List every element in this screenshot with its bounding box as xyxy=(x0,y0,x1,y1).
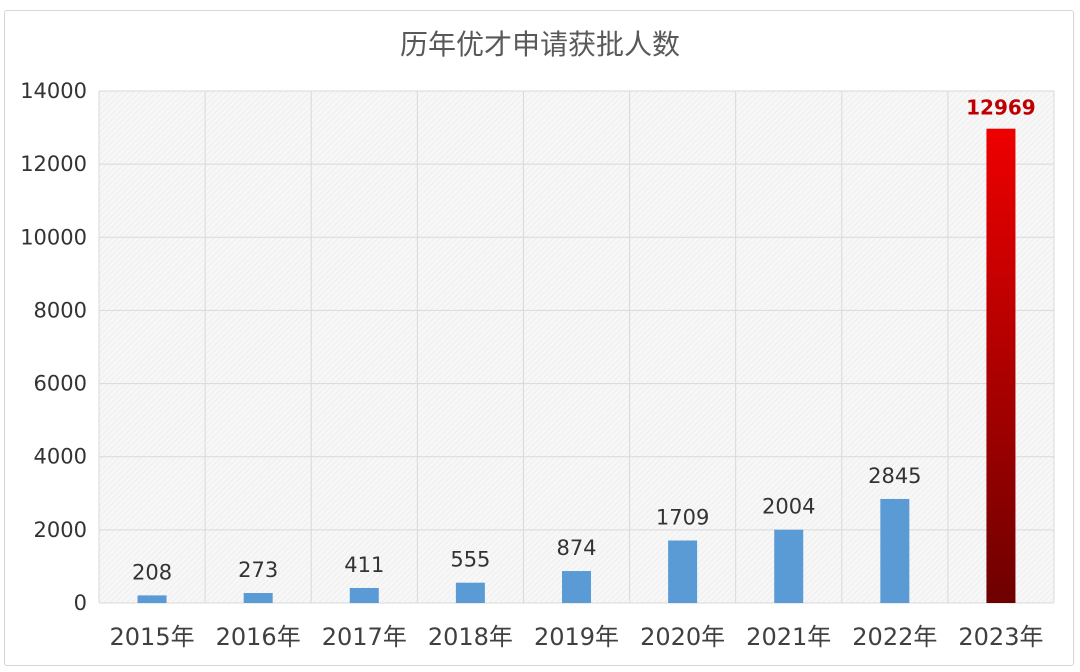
y-tick-label: 8000 xyxy=(34,298,87,322)
data-label: 555 xyxy=(450,548,490,572)
y-tick-label: 12000 xyxy=(20,152,87,176)
x-tick-label: 2021年 xyxy=(746,623,831,651)
x-tick-label: 2018年 xyxy=(428,623,513,651)
bar-chart: 历年优才申请获批人数 0 2000 4000 6000 8000 10000 12000 14… xyxy=(20,28,1055,651)
y-tick-label: 2000 xyxy=(34,518,87,542)
y-axis: 0 2000 4000 6000 8000 10000 12000 14000 xyxy=(20,79,87,615)
data-label: 2004 xyxy=(762,495,815,519)
x-tick-label: 2015年 xyxy=(110,623,195,651)
data-labels: 208 273 411 555 874 1709 2004 2845 12969 xyxy=(132,96,1036,585)
bar xyxy=(349,587,379,603)
bar xyxy=(880,498,910,603)
bar xyxy=(455,582,485,603)
data-label: 208 xyxy=(132,560,172,584)
data-label: 2845 xyxy=(868,464,921,488)
x-tick-label: 2016年 xyxy=(216,623,301,651)
bar-series xyxy=(137,128,1016,603)
data-label: 874 xyxy=(556,536,596,560)
chart-frame: 历年优才申请获批人数 0 2000 4000 6000 8000 10000 12000 14… xyxy=(4,10,1074,666)
bar xyxy=(243,593,273,603)
x-axis: 2015年 2016年 2017年 2018年 2019年 2020年 2021年 2022年… xyxy=(110,623,1044,651)
chart-title: 历年优才申请获批人数 xyxy=(400,28,680,61)
y-tick-label: 4000 xyxy=(34,445,87,469)
x-tick-label: 2017年 xyxy=(322,623,407,651)
bar xyxy=(562,571,591,603)
y-tick-label: 0 xyxy=(74,591,87,615)
y-tick-label: 14000 xyxy=(20,79,87,103)
y-tick-label: 6000 xyxy=(34,372,87,396)
data-label: 273 xyxy=(238,558,278,582)
x-tick-label: 2022年 xyxy=(852,623,937,651)
data-label: 1709 xyxy=(656,505,709,529)
gridlines xyxy=(98,90,1055,604)
x-tick-label: 2023年 xyxy=(958,623,1043,651)
y-tick-label: 10000 xyxy=(20,225,87,249)
data-label: 411 xyxy=(344,553,384,577)
x-tick-label: 2020年 xyxy=(640,623,725,651)
data-label: 12969 xyxy=(966,96,1036,120)
bar-highlight xyxy=(986,128,1016,603)
x-tick-label: 2019年 xyxy=(534,623,619,651)
bar xyxy=(774,529,804,603)
bar xyxy=(137,595,167,603)
plot-area xyxy=(99,91,1054,603)
bar xyxy=(668,540,698,603)
